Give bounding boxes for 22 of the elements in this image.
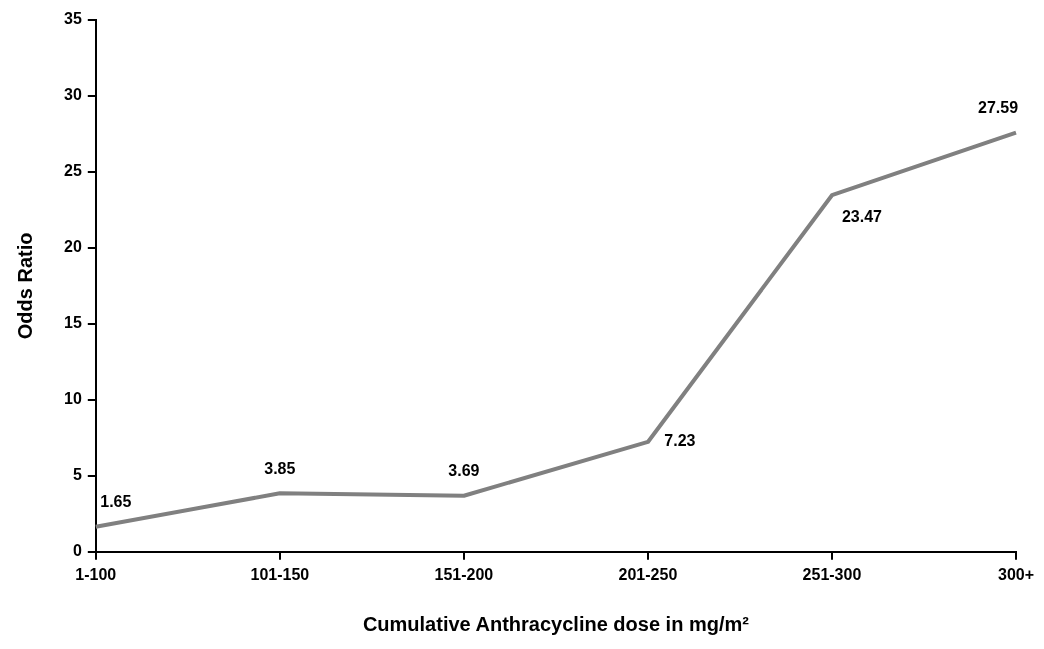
x-tick-label: 101-150 <box>250 565 310 583</box>
y-tick-label: 0 <box>72 542 82 560</box>
y-tick-label: 5 <box>72 466 82 484</box>
data-label: 23.47 <box>841 207 883 225</box>
x-tick-label: 251-300 <box>802 565 862 583</box>
y-tick-label: 10 <box>64 390 82 408</box>
data-label: 7.23 <box>664 432 696 450</box>
y-axis-title: Odds Ratio <box>13 232 36 340</box>
y-tick-label: 25 <box>64 162 82 180</box>
y-tick-label: 35 <box>64 10 82 28</box>
data-label: 1.65 <box>100 493 132 511</box>
x-tick-label: 1-100 <box>75 565 117 583</box>
y-tick-label: 15 <box>64 314 82 332</box>
data-label: 3.85 <box>264 459 296 477</box>
data-label: 3.69 <box>448 462 480 480</box>
x-tick-label: 151-200 <box>434 565 494 583</box>
x-tick-label: 300+ <box>997 565 1035 583</box>
data-label: 27.59 <box>977 99 1019 116</box>
x-tick-label: 201-250 <box>618 565 678 583</box>
y-tick-label: 30 <box>64 86 82 104</box>
x-axis-title: Cumulative Anthracycline dose in mg/m² <box>362 612 750 635</box>
y-tick-label: 20 <box>64 238 82 256</box>
